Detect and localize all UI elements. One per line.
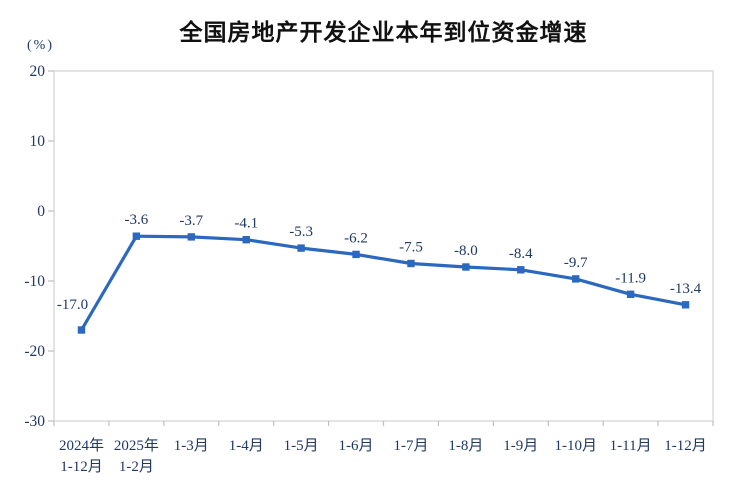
- y-axis-tick-label: 0: [37, 203, 45, 220]
- x-axis-label: 1-5月: [284, 438, 319, 454]
- data-point-marker: [132, 232, 141, 240]
- x-axis-label: 1-6月: [339, 438, 374, 454]
- data-point-marker: [242, 236, 250, 244]
- data-label: -11.9: [615, 270, 646, 286]
- x-axis-label: 1-4月: [229, 438, 264, 454]
- x-axis-label: 1-11月: [610, 438, 652, 454]
- y-axis-unit-label: (%): [27, 38, 54, 53]
- data-label: -8.4: [509, 246, 533, 262]
- data-point-marker: [352, 250, 360, 259]
- data-point-marker: [572, 275, 580, 283]
- data-point-marker: [462, 263, 470, 271]
- data-label: -6.2: [344, 230, 368, 246]
- y-axis-tick-label: -10: [24, 273, 45, 290]
- x-axis-label: 1-7月: [393, 438, 428, 454]
- x-axis-label: 2024年 1-12月: [59, 437, 104, 475]
- data-point-marker: [407, 259, 415, 268]
- data-point-marker: [77, 326, 86, 334]
- y-axis-tick-label: -30: [24, 413, 45, 430]
- data-label: -3.7: [179, 213, 203, 229]
- chart-title: 全国房地产开发企业本年到位资金增速: [179, 19, 588, 45]
- x-axis-label: 1-3月: [174, 438, 209, 454]
- y-axis-tick-label: -20: [24, 343, 45, 360]
- x-axis-label: 2025年 1-2月: [114, 437, 159, 475]
- data-point-marker: [626, 290, 635, 298]
- data-label: -7.5: [399, 240, 423, 256]
- plot-border: [53, 70, 714, 422]
- data-label: -5.3: [289, 224, 313, 240]
- x-axis-label: 1-8月: [448, 438, 483, 454]
- data-label: -8.0: [454, 243, 478, 259]
- data-label: -13.4: [670, 281, 702, 297]
- x-axis-label: 1-12月: [664, 438, 707, 454]
- data-point-marker: [297, 244, 305, 252]
- data-label: -17.0: [57, 297, 88, 313]
- x-axis-label: 1-9月: [503, 438, 538, 454]
- data-label: -4.1: [234, 216, 258, 232]
- y-axis-tick-label: 20: [30, 63, 46, 80]
- series-line: [79, 234, 688, 332]
- data-label: -9.7: [564, 255, 588, 271]
- data-point-marker: [187, 233, 195, 241]
- y-axis-tick-label: 10: [30, 133, 46, 150]
- x-axis-label: 1-10月: [554, 438, 597, 454]
- data-point-marker: [681, 301, 690, 309]
- data-point-marker: [517, 266, 525, 274]
- data-label: -3.6: [125, 212, 149, 228]
